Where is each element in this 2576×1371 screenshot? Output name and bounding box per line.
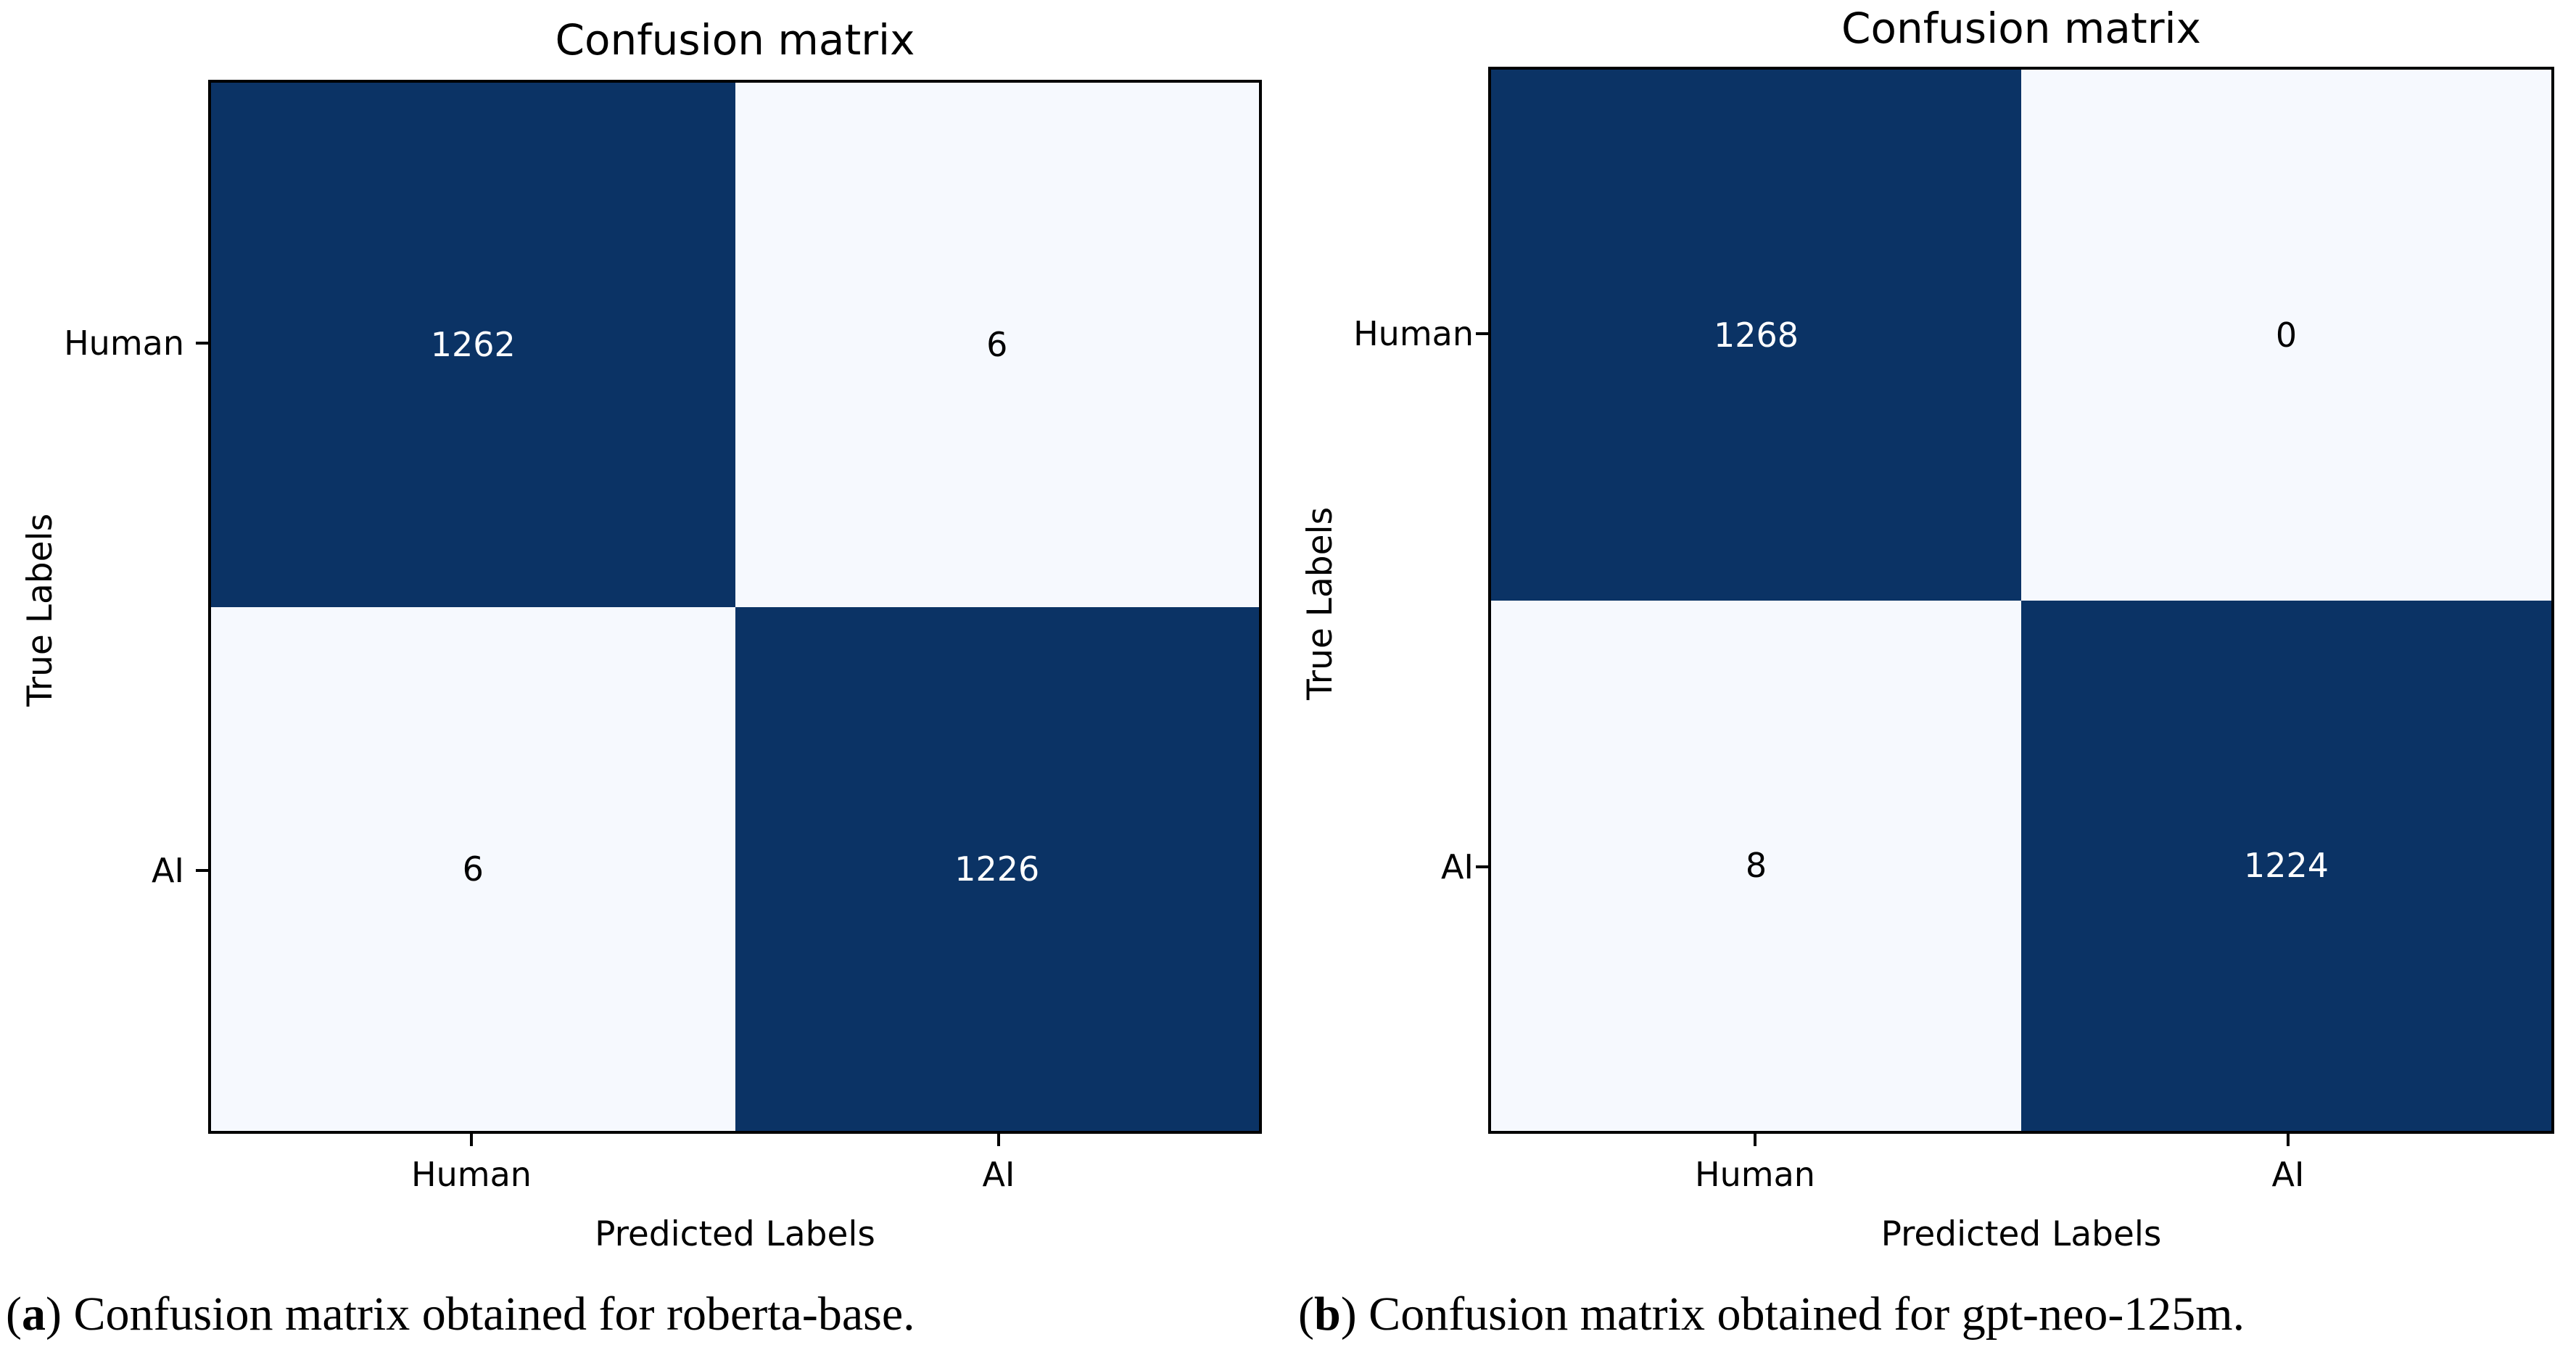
tick-mark xyxy=(2287,1134,2290,1146)
cell-a-true-ai-pred-ai: 1226 xyxy=(735,606,1259,1131)
cell-value: 1262 xyxy=(430,325,516,365)
xtick-a-ai: AI xyxy=(982,1155,1015,1194)
caption-letter: b xyxy=(1313,1288,1341,1341)
cell-value: 8 xyxy=(1745,846,1767,886)
tick-mark xyxy=(196,342,208,345)
plot-title-b: Confusion matrix xyxy=(1841,4,2201,53)
ylabel-a: True Labels xyxy=(20,513,60,707)
cell-value: 1224 xyxy=(2243,846,2329,886)
heatmap-a: 1262 6 6 1226 xyxy=(208,80,1262,1134)
caption-paren: ( xyxy=(6,1288,22,1341)
caption-a: (a) Confusion matrix obtained for robert… xyxy=(6,1285,915,1343)
cell-b-true-human-pred-ai: 0 xyxy=(2021,70,2551,601)
cell-value: 0 xyxy=(2275,315,2298,355)
cell-value: 1268 xyxy=(1713,315,1799,355)
tick-mark xyxy=(1476,865,1488,868)
cell-b-true-ai-pred-human: 8 xyxy=(1491,600,2021,1131)
ytick-b-human: Human xyxy=(1353,314,1474,353)
caption-text: ) Confusion matrix obtained for roberta-… xyxy=(45,1288,915,1341)
plot-title-a: Confusion matrix xyxy=(555,15,915,65)
ytick-a-ai: AI xyxy=(151,851,184,890)
xtick-b-ai: AI xyxy=(2271,1155,2305,1194)
cell-value: 6 xyxy=(462,849,484,889)
ytick-b-ai: AI xyxy=(1440,847,1474,886)
xlabel-a: Predicted Labels xyxy=(595,1214,875,1254)
tick-mark xyxy=(470,1134,473,1146)
caption-text: ) Confusion matrix obtained for gpt-neo-… xyxy=(1340,1288,2245,1341)
ytick-a-human: Human xyxy=(64,324,184,363)
ylabel-b: True Labels xyxy=(1300,506,1340,700)
tick-mark xyxy=(196,869,208,872)
cell-value: 6 xyxy=(986,325,1008,365)
caption-letter: a xyxy=(21,1288,46,1341)
caption-paren: ( xyxy=(1298,1288,1314,1341)
caption-b: (b) Confusion matrix obtained for gpt-ne… xyxy=(1298,1285,2245,1343)
tick-mark xyxy=(1476,332,1488,335)
cell-b-true-ai-pred-ai: 1224 xyxy=(2021,600,2551,1131)
cell-a-true-ai-pred-human: 6 xyxy=(211,606,735,1131)
cell-value: 1226 xyxy=(954,849,1040,889)
cell-a-true-human-pred-human: 1262 xyxy=(211,83,735,607)
tick-mark xyxy=(1754,1134,1756,1146)
xlabel-b: Predicted Labels xyxy=(1881,1214,2162,1254)
xtick-a-human: Human xyxy=(411,1155,532,1194)
xtick-b-human: Human xyxy=(1695,1155,1815,1194)
cell-a-true-human-pred-ai: 6 xyxy=(735,83,1259,607)
tick-mark xyxy=(997,1134,1000,1146)
cell-b-true-human-pred-human: 1268 xyxy=(1491,70,2021,601)
heatmap-b: 1268 0 8 1224 xyxy=(1488,67,2554,1134)
